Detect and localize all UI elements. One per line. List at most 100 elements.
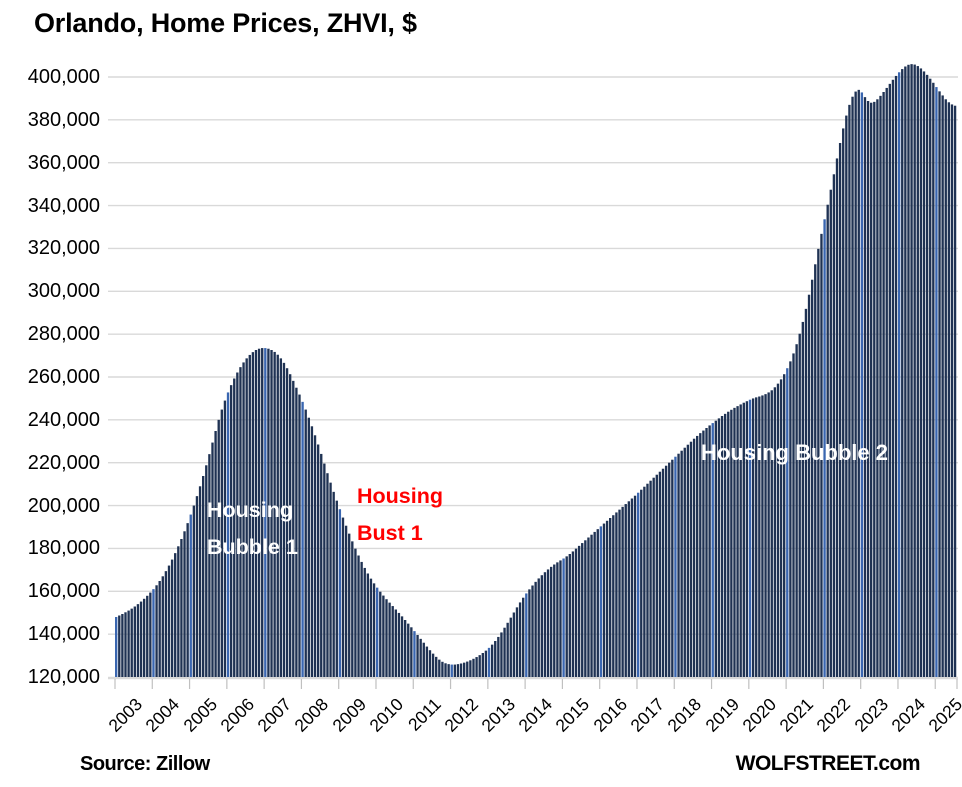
bar-month — [462, 662, 466, 677]
bar-month — [540, 575, 544, 677]
bar-month — [161, 576, 164, 677]
bar-month — [198, 486, 202, 677]
bar-month — [854, 91, 857, 677]
bar-month — [801, 321, 805, 677]
bar-month — [944, 99, 947, 678]
bar-month — [121, 614, 124, 677]
bar-month — [354, 548, 357, 677]
bar-month — [118, 615, 121, 677]
bar-month — [130, 608, 133, 677]
bar-month — [848, 104, 851, 678]
bar-month — [351, 541, 354, 677]
bar-month — [950, 104, 954, 678]
bar-month — [239, 367, 242, 677]
bar-month — [770, 390, 773, 677]
bar-month — [873, 101, 876, 678]
bar-month — [553, 564, 556, 677]
bar-month — [456, 664, 460, 677]
bar-month — [208, 454, 211, 677]
bar-month — [910, 64, 913, 677]
bar-month — [450, 664, 453, 677]
bar-month — [180, 539, 183, 677]
bar-month — [186, 523, 189, 677]
y-axis-label: 300,000 — [27, 280, 100, 303]
bar-month — [155, 585, 158, 677]
bar-month — [518, 602, 522, 677]
bar-month — [764, 394, 767, 677]
bar-month — [214, 431, 217, 677]
bar-month — [773, 387, 777, 677]
bar-month — [646, 483, 649, 677]
bar-month — [469, 660, 472, 677]
bar-month — [640, 489, 643, 677]
bar-month — [217, 419, 220, 677]
bar-month — [528, 589, 531, 677]
bar-month — [372, 583, 376, 677]
bar-month — [360, 561, 363, 677]
bar-month — [245, 358, 248, 677]
bar-month — [509, 617, 512, 677]
bar-month — [257, 348, 261, 677]
bar-month — [316, 444, 320, 677]
bar-month — [559, 560, 562, 677]
bar-month — [236, 372, 239, 677]
bar-month — [142, 598, 146, 677]
bar-month — [484, 650, 488, 677]
bar-month — [459, 663, 463, 677]
bar-month — [264, 348, 267, 677]
bar-month — [164, 571, 168, 677]
bar-month — [783, 374, 786, 677]
bar-month — [736, 406, 739, 677]
bar-month — [146, 595, 149, 677]
bar-month — [860, 92, 864, 678]
bar-month — [574, 548, 578, 677]
annotation-housing-bubble-1: Housing Bubble 1 — [207, 492, 298, 566]
bar-month — [133, 606, 136, 677]
y-axis-label: 220,000 — [27, 451, 100, 474]
bar-month — [953, 105, 957, 677]
bar-month — [817, 248, 820, 678]
bar-month — [755, 397, 758, 677]
bar-month — [382, 595, 385, 677]
bar-month — [189, 514, 192, 677]
y-axis-label: 180,000 — [27, 537, 100, 560]
bar-month — [416, 635, 419, 677]
brand-logo-text: WOLFSTREET.com — [735, 752, 921, 775]
bar-month — [733, 407, 736, 677]
bar-month — [285, 368, 289, 677]
bar-month — [226, 392, 230, 677]
bar-month — [929, 78, 932, 677]
bar-month — [195, 496, 199, 677]
bar-month — [298, 394, 301, 677]
price-bars-plot — [108, 64, 958, 689]
bar-month — [202, 476, 205, 677]
bar-month — [170, 559, 174, 677]
bar-month — [705, 428, 708, 677]
bar-month — [273, 351, 276, 677]
bar-month — [689, 441, 693, 677]
bar-month — [152, 589, 155, 677]
y-axis-label: 280,000 — [27, 323, 100, 346]
bar-month — [786, 368, 789, 677]
bar-month — [500, 632, 503, 677]
annotation-line: Bust 1 — [357, 521, 423, 545]
bar-month — [761, 395, 764, 677]
bar-month — [599, 526, 603, 677]
bar-month — [282, 362, 286, 677]
bar-month — [664, 465, 668, 677]
bar-month — [139, 601, 143, 677]
bar-month — [525, 593, 528, 677]
bar-month — [304, 409, 307, 677]
bar-month — [348, 533, 351, 677]
bar-month — [727, 411, 730, 677]
bar-month — [444, 663, 447, 677]
bar-month — [248, 354, 251, 677]
bar-month — [357, 555, 360, 677]
bar-month — [487, 647, 491, 677]
bar-month — [323, 463, 326, 677]
bar-month — [702, 430, 705, 677]
y-axis-label: 320,000 — [27, 237, 100, 260]
bar-month — [584, 540, 587, 677]
bar-month — [546, 569, 550, 677]
bar-month — [792, 353, 795, 677]
